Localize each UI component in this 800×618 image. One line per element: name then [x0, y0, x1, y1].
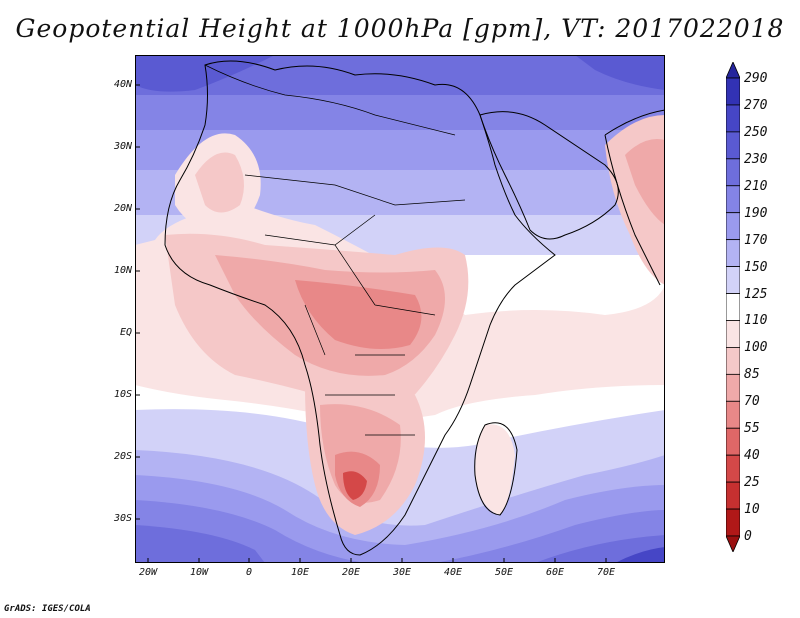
south-band-190 — [135, 500, 665, 563]
lon-label-60e: 60E — [545, 567, 565, 578]
colorbar — [726, 62, 740, 552]
colorbar-segment — [726, 454, 740, 483]
colorbar-segment — [726, 427, 740, 456]
lat-label-30s: 30S — [113, 513, 132, 524]
colorbar-segment — [726, 320, 740, 348]
colorbar-segment — [726, 481, 740, 510]
lat-label-10n: 10N — [113, 265, 132, 276]
lat-label-eq: EQ — [119, 327, 132, 338]
colorbar-tick-label: 10 — [744, 502, 760, 518]
colorbar-segment — [726, 212, 740, 241]
lon-label-50e: 50E — [494, 567, 514, 578]
colorbar-tick-label: 100 — [744, 340, 768, 356]
colorbar-segment — [726, 239, 740, 267]
lon-label-40e: 40E — [443, 567, 463, 578]
colorbar-segment — [726, 347, 740, 375]
lat-label-40n: 40N — [113, 79, 132, 90]
map-frame — [135, 55, 665, 563]
madagascar-pink — [475, 424, 515, 515]
colorbar-tick-label: 55 — [744, 421, 760, 437]
colorbar-tick-label: 85 — [744, 367, 760, 383]
lon-label-10w: 10W — [189, 567, 209, 578]
central-africa-pink-55 — [295, 280, 422, 349]
lon-label-30e: 30E — [392, 567, 412, 578]
southeast-band-250 — [615, 547, 665, 563]
colorbar-tick-label: 170 — [744, 232, 768, 248]
colorbar-segment — [726, 131, 740, 160]
lat-label-30n: 30N — [113, 141, 132, 152]
colorbar-segment — [726, 104, 740, 133]
colorbar-tick-label: 125 — [744, 286, 768, 302]
country-borders — [244, 174, 466, 436]
colorbar-segment — [726, 508, 740, 537]
lat-label-20s: 20S — [113, 451, 132, 462]
colorbar-top-arrow — [726, 62, 740, 79]
mediterranean-border — [204, 64, 456, 136]
india-coastline — [604, 109, 665, 286]
colorbar-tick-label: 270 — [744, 97, 768, 113]
colorbar-segment — [726, 266, 740, 294]
northwest-africa-pink-85 — [195, 152, 244, 213]
colorbar-segment — [726, 400, 740, 429]
lat-label-10s: 10S — [113, 389, 132, 400]
arabia-coastline — [479, 111, 619, 240]
southern-africa-pink-25 — [343, 471, 367, 500]
north-band-230 — [135, 55, 275, 92]
colorbar-segment — [726, 158, 740, 187]
india-pink-70 — [625, 139, 665, 225]
chart-title: Geopotential Height at 1000hPa [gpm], VT… — [15, 14, 785, 43]
colorbar-tick-label: 290 — [744, 71, 768, 86]
lon-label-70e: 70E — [596, 567, 616, 578]
geopotential-map — [135, 55, 665, 563]
lon-label-20e: 20E — [341, 567, 361, 578]
colorbar-tick-label: 190 — [744, 205, 768, 221]
colorbar-tick-label: 210 — [744, 178, 768, 194]
colorbar-segment — [726, 373, 740, 402]
madagascar-coastline — [474, 422, 518, 516]
colorbar-segment — [726, 293, 740, 321]
colorbar-tick-label: 150 — [744, 259, 768, 275]
colorbar-tick-label: 0 — [744, 529, 752, 544]
colorbar-segment — [726, 77, 740, 106]
lon-label-20w: 20W — [138, 567, 158, 578]
africa-coastline — [164, 60, 556, 556]
footer-credit: GrADS: IGES/COLA — [4, 604, 91, 614]
lon-label-0: 0 — [245, 567, 253, 578]
southwest-band-210 — [135, 525, 265, 563]
colorbar-tick-label: 40 — [744, 448, 760, 464]
colorbar-bottom-arrow — [726, 535, 740, 552]
colorbar-tick-label: 250 — [744, 124, 768, 140]
lat-label-20n: 20N — [113, 203, 132, 214]
map-panel — [135, 55, 665, 563]
lon-label-10e: 10E — [290, 567, 310, 578]
colorbar-segment — [726, 185, 740, 214]
northeast-band-230 — [575, 55, 665, 90]
colorbar-tick-label: 230 — [744, 151, 768, 167]
colorbar-tick-label: 70 — [744, 394, 760, 410]
colorbar-tick-label: 25 — [744, 475, 760, 491]
colorbar-tick-label: 110 — [744, 313, 768, 329]
